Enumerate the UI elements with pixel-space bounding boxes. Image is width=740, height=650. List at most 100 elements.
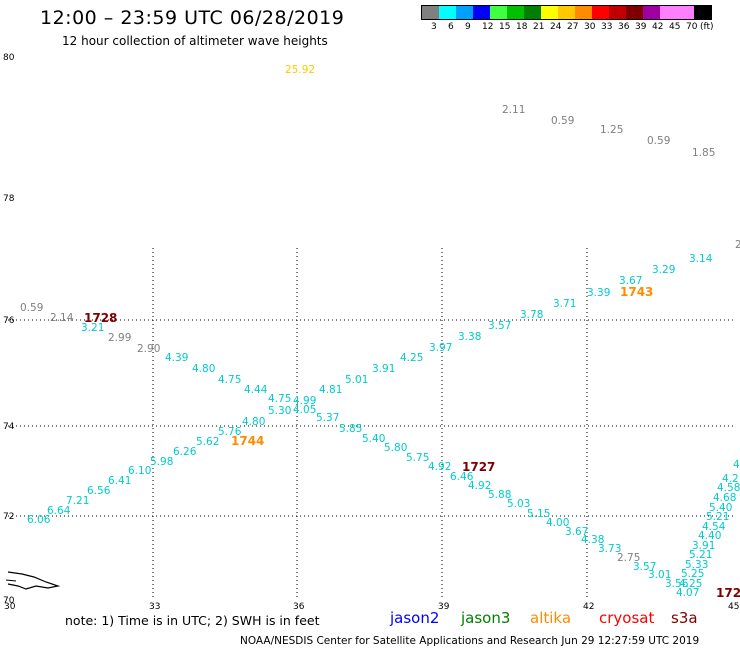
track-label: 1743: [620, 285, 653, 299]
swh-value: 6.41: [108, 475, 131, 487]
legend-swatch: [439, 6, 456, 19]
swh-value: 3.78: [520, 309, 543, 321]
swh-value: 5.37: [316, 412, 339, 424]
lon-label: 39: [438, 602, 450, 612]
swh-value: 4.44: [244, 384, 268, 396]
longitude-labels: 30 33 36 39 42 45: [4, 602, 739, 612]
satellite-name: jason3: [461, 609, 511, 627]
swh-value: 3.14: [689, 253, 713, 265]
lon-label: 30: [4, 602, 16, 612]
legend-swatches: [421, 5, 712, 20]
swh-value: 3.56: [665, 578, 689, 590]
legend-swatch: [626, 6, 643, 19]
swh-value: 4.40: [698, 530, 721, 542]
swh-value: 7.21: [66, 495, 89, 507]
lat-lon-grid: [8, 248, 735, 600]
swh-value: 0.59: [551, 115, 574, 127]
swh-value: 4.39: [165, 352, 188, 364]
swh-value: 2.11: [502, 104, 525, 116]
swh-value: 4.00: [546, 517, 569, 529]
swh-value: 4.25: [679, 578, 702, 590]
swh-value: 5.85: [339, 423, 362, 435]
map-title: 12:00 – 23:59 UTC 06/28/2019: [40, 7, 345, 29]
swh-value: 3.97: [429, 342, 452, 354]
swh-value: 3.01: [648, 569, 671, 581]
legend-label: 24: [550, 22, 562, 32]
lat-label: 80: [3, 53, 15, 63]
legend-label: 18: [516, 22, 528, 32]
swh-value: 0.59: [20, 302, 43, 314]
track-label: 172: [716, 586, 740, 600]
legend-swatch: [456, 6, 473, 19]
legend-label: 36: [618, 22, 630, 32]
legend-label: 70: [686, 22, 698, 32]
legend-label: 9: [465, 22, 471, 32]
footer-credit: NOAA/NESDIS Center for Satellite Applica…: [240, 635, 700, 647]
swh-value: 5.80: [384, 442, 407, 454]
satellite-name: cryosat: [599, 609, 655, 627]
lon-label: 33: [149, 602, 160, 612]
swh-value: 6.06: [27, 514, 51, 526]
swh-value: 2.99: [108, 332, 131, 344]
swh-value: 3.67: [565, 526, 588, 538]
legend-label: 45: [669, 22, 681, 32]
swh-value: 4.80: [192, 363, 215, 375]
legend-label: 15: [499, 22, 511, 32]
swh-value: 4.58: [717, 482, 740, 494]
swh-value: 3.39: [587, 287, 610, 299]
legend-label: (ft): [700, 22, 714, 32]
swh-value: 25.92: [285, 64, 315, 76]
swh-value: 5.25: [681, 568, 704, 580]
legend-label: 21: [533, 22, 545, 32]
swh-value: 5.21: [706, 511, 729, 523]
legend-swatch: [541, 6, 558, 19]
legend-label: 39: [635, 22, 647, 32]
legend-label: 3: [431, 22, 437, 32]
swh-value: 5.98: [150, 456, 173, 468]
swh-value: 6.46: [450, 471, 474, 483]
swh-value: 4.80: [242, 416, 265, 428]
track-label: 1727: [462, 460, 495, 474]
swh-value: 3.57: [488, 320, 511, 332]
swh-value: 3.91: [372, 363, 395, 375]
legend-swatch: [422, 6, 439, 19]
legend-swatch: [524, 6, 541, 19]
track-label: 1744: [231, 434, 264, 448]
satellite-name: jason2: [390, 609, 440, 627]
legend-label: 27: [567, 22, 579, 32]
track-labels: 1728 1744 1727 1743 172: [84, 285, 740, 600]
legend-swatch: [694, 6, 711, 19]
swh-value: 5.21: [689, 549, 712, 561]
swh-value: 5.88: [488, 489, 511, 501]
lat-label: 76: [3, 316, 15, 326]
swh-value: 5.75: [406, 452, 429, 464]
swh-value: 4.05: [293, 404, 316, 416]
swh-value: 4.99: [293, 395, 316, 407]
swh-value: 4.25: [400, 352, 423, 364]
swh-value: 2.90: [137, 343, 160, 355]
swh-value: 4.38: [581, 534, 604, 546]
legend-labels: 3 6 9 12 15 18 21 24 27 30 33 36 39 42 45 70 (ft): [421, 20, 714, 34]
swh-value: 3.71: [553, 298, 576, 310]
swh-value: 2.75: [617, 552, 640, 564]
lon-label: 36: [293, 602, 305, 612]
swh-value: 1.25: [600, 124, 623, 136]
legend-label: 6: [448, 22, 454, 32]
legend-swatch: [490, 6, 507, 19]
swh-value: 5.01: [345, 374, 368, 386]
swh-value: 3.91: [692, 540, 715, 552]
swh-value: 4.92: [428, 461, 451, 473]
swh-value: 4.75: [268, 393, 291, 405]
lat-label: 74: [3, 422, 15, 432]
swh-value: 6.26: [173, 446, 197, 458]
legend-swatch: [609, 6, 626, 19]
swh-value: 4.75: [218, 374, 241, 386]
legend-swatch: [660, 6, 677, 19]
satellite-name: s3a: [671, 609, 698, 627]
swh-value: 6.10: [128, 465, 151, 477]
swh-value: 3.21: [81, 322, 104, 334]
swh-value: 5.40: [362, 433, 385, 445]
coastline: [5, 571, 61, 590]
legend-swatch: [558, 6, 575, 19]
